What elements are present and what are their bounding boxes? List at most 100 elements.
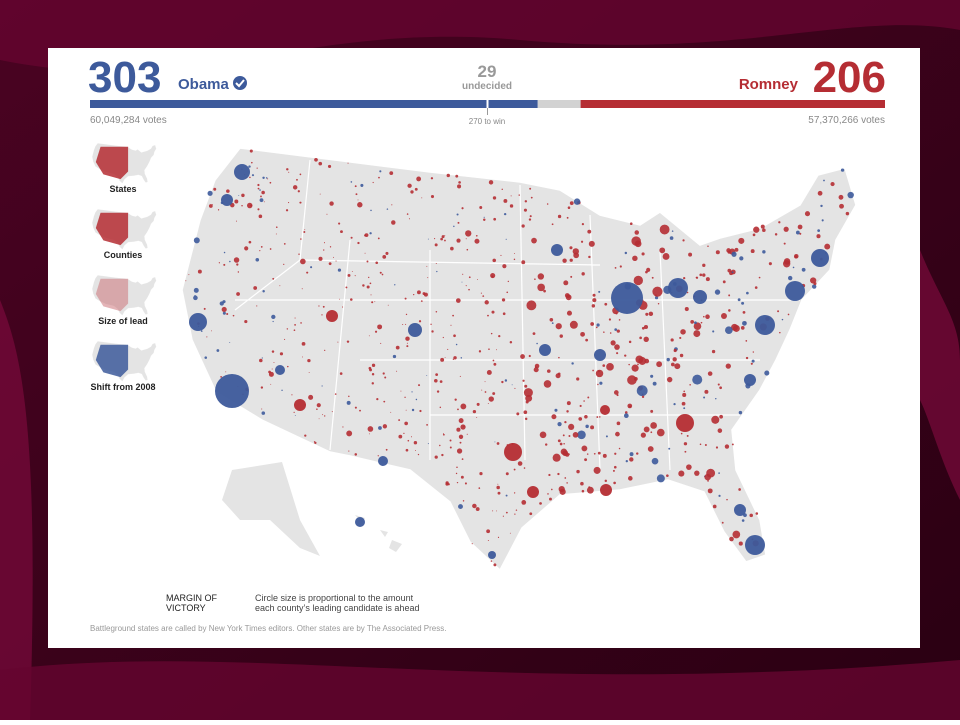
county-circle bbox=[684, 450, 687, 453]
county-circle bbox=[650, 374, 654, 378]
county-circle bbox=[693, 322, 702, 331]
county-circle bbox=[557, 439, 561, 443]
county-circle bbox=[744, 374, 756, 386]
county-circle bbox=[523, 410, 528, 415]
county-circle bbox=[322, 414, 324, 416]
county-circle bbox=[569, 246, 573, 250]
county-circle bbox=[259, 250, 261, 252]
county-circle bbox=[481, 389, 483, 391]
county-circle bbox=[454, 398, 457, 401]
county-circle bbox=[337, 268, 342, 272]
county-circle bbox=[628, 340, 632, 344]
county-circle bbox=[304, 434, 307, 437]
county-circle bbox=[738, 488, 741, 491]
county-circle bbox=[737, 298, 741, 302]
county-circle bbox=[551, 223, 554, 226]
county-circle bbox=[711, 349, 716, 354]
county-circle bbox=[799, 232, 802, 235]
county-circle bbox=[592, 298, 597, 303]
county-circle bbox=[249, 149, 253, 153]
county-circle bbox=[656, 428, 665, 437]
county-circle bbox=[689, 384, 691, 386]
county-circle bbox=[721, 521, 724, 524]
county-circle bbox=[488, 551, 496, 559]
county-circle bbox=[303, 231, 306, 234]
view-label[interactable]: Size of lead bbox=[98, 316, 148, 326]
county-circle bbox=[484, 300, 489, 305]
county-circle bbox=[558, 356, 560, 359]
county-circle bbox=[238, 195, 240, 196]
county-circle bbox=[682, 239, 685, 242]
county-circle bbox=[326, 213, 328, 215]
county-circle bbox=[193, 287, 199, 293]
county-circle bbox=[699, 443, 702, 446]
county-circle bbox=[502, 515, 504, 517]
county-circle bbox=[492, 392, 496, 396]
county-circle bbox=[718, 494, 721, 497]
county-circle bbox=[435, 310, 438, 313]
county-circle bbox=[318, 418, 320, 420]
county-circle bbox=[516, 412, 520, 416]
view-option[interactable] bbox=[92, 209, 157, 250]
county-circle bbox=[699, 273, 703, 277]
county-circle bbox=[447, 348, 449, 350]
county-circle bbox=[602, 364, 606, 367]
county-circle bbox=[650, 431, 653, 434]
view-label[interactable]: Counties bbox=[104, 250, 143, 260]
county-circle bbox=[235, 220, 237, 222]
county-circle bbox=[479, 206, 483, 209]
county-circle bbox=[362, 284, 365, 287]
county-circle bbox=[497, 483, 499, 485]
county-circle bbox=[546, 203, 549, 205]
county-circle bbox=[646, 267, 651, 272]
county-circle bbox=[632, 255, 638, 262]
county-circle bbox=[560, 448, 568, 455]
county-circle bbox=[293, 329, 296, 332]
county-circle bbox=[616, 352, 619, 355]
county-circle bbox=[595, 369, 604, 378]
view-label[interactable]: Shift from 2008 bbox=[90, 382, 155, 392]
county-circle bbox=[222, 300, 226, 304]
county-circle bbox=[683, 390, 686, 393]
footnote: Battleground states are called by New Yo… bbox=[90, 624, 446, 633]
view-label[interactable]: States bbox=[109, 184, 136, 194]
county-circle bbox=[396, 370, 398, 372]
view-option[interactable] bbox=[92, 341, 157, 382]
county-circle bbox=[229, 260, 231, 263]
county-circle bbox=[576, 469, 580, 474]
county-circle bbox=[439, 406, 442, 409]
county-circle bbox=[415, 450, 416, 452]
county-circle bbox=[731, 271, 734, 274]
county-circle bbox=[203, 307, 206, 310]
view-option[interactable] bbox=[92, 275, 157, 316]
county-circle bbox=[551, 488, 553, 491]
county-circle bbox=[718, 472, 720, 474]
county-circle bbox=[293, 411, 295, 413]
county-circle bbox=[406, 213, 409, 215]
county-circle bbox=[597, 451, 601, 455]
county-circle bbox=[637, 363, 639, 366]
county-circle bbox=[641, 326, 645, 330]
county-circle bbox=[321, 314, 323, 316]
county-circle bbox=[683, 442, 688, 446]
county-circle bbox=[573, 198, 581, 205]
county-circle bbox=[440, 357, 445, 362]
county-circle bbox=[493, 563, 497, 567]
county-circle bbox=[729, 536, 734, 542]
county-circle bbox=[275, 365, 285, 375]
county-circle bbox=[307, 358, 311, 363]
view-option[interactable] bbox=[92, 143, 157, 184]
county-circle bbox=[256, 167, 258, 169]
county-circle bbox=[439, 380, 443, 383]
county-circle bbox=[453, 356, 457, 360]
wave bbox=[0, 300, 33, 720]
county-circle bbox=[783, 242, 786, 245]
county-circle bbox=[456, 466, 458, 469]
county-circle bbox=[734, 504, 746, 516]
county-circle bbox=[405, 313, 408, 316]
county-circle bbox=[329, 201, 334, 206]
county-circle bbox=[427, 443, 429, 445]
county-circle bbox=[416, 290, 421, 295]
county-circle bbox=[496, 485, 500, 490]
county-circle bbox=[368, 335, 370, 337]
